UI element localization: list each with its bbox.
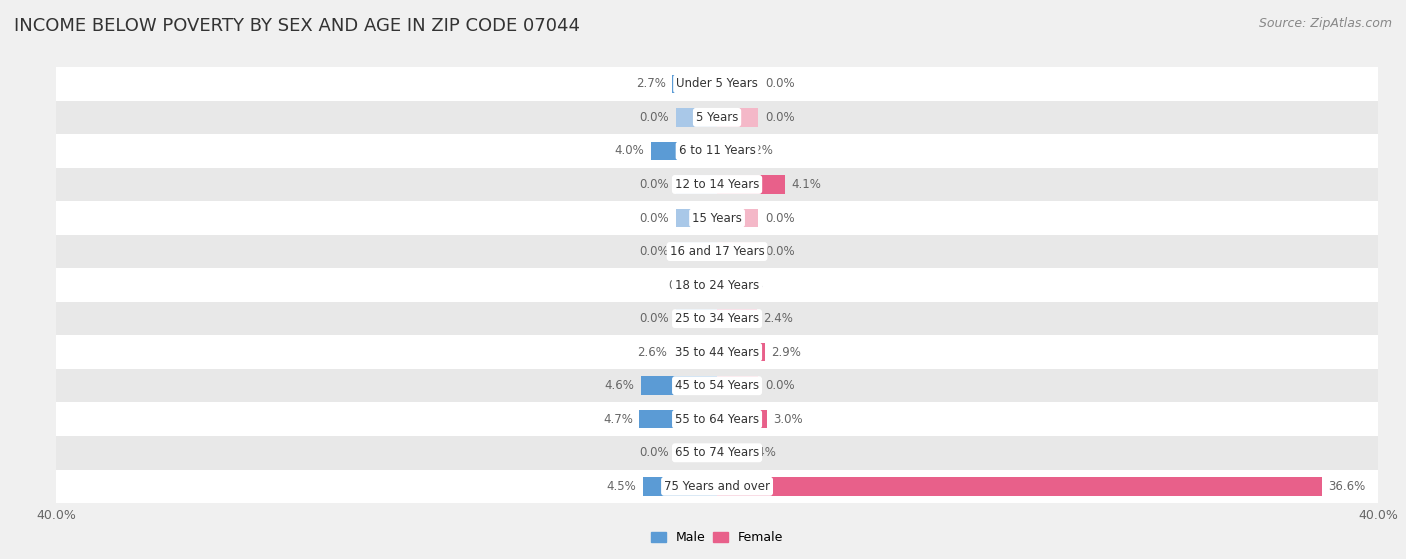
Text: 45 to 54 Years: 45 to 54 Years <box>675 379 759 392</box>
Text: 35 to 44 Years: 35 to 44 Years <box>675 345 759 359</box>
Bar <box>676 209 717 227</box>
Bar <box>711 276 717 294</box>
Bar <box>676 175 717 193</box>
Text: INCOME BELOW POVERTY BY SEX AND AGE IN ZIP CODE 07044: INCOME BELOW POVERTY BY SEX AND AGE IN Z… <box>14 17 581 35</box>
Bar <box>641 377 717 395</box>
Text: 0.33%: 0.33% <box>668 278 704 292</box>
FancyBboxPatch shape <box>56 402 1378 436</box>
FancyBboxPatch shape <box>56 101 1378 134</box>
Text: 12 to 14 Years: 12 to 14 Years <box>675 178 759 191</box>
Text: 5 Years: 5 Years <box>696 111 738 124</box>
Text: Under 5 Years: Under 5 Years <box>676 77 758 91</box>
Bar <box>717 377 758 395</box>
FancyBboxPatch shape <box>56 369 1378 402</box>
Text: 0.6%: 0.6% <box>734 278 763 292</box>
Bar <box>717 74 758 93</box>
Bar <box>717 209 758 227</box>
FancyBboxPatch shape <box>56 268 1378 302</box>
Bar <box>717 243 758 260</box>
FancyBboxPatch shape <box>56 134 1378 168</box>
Text: 25 to 34 Years: 25 to 34 Years <box>675 312 759 325</box>
Text: 75 Years and over: 75 Years and over <box>664 480 770 493</box>
Text: 16 and 17 Years: 16 and 17 Years <box>669 245 765 258</box>
Text: 2.7%: 2.7% <box>636 77 666 91</box>
Bar <box>676 108 717 126</box>
Bar <box>717 477 1322 496</box>
Text: 1.2%: 1.2% <box>744 144 773 158</box>
Bar <box>673 343 717 361</box>
FancyBboxPatch shape <box>56 470 1378 503</box>
Text: 3.0%: 3.0% <box>773 413 803 426</box>
Text: 65 to 74 Years: 65 to 74 Years <box>675 446 759 459</box>
Bar <box>717 343 765 361</box>
Bar <box>717 444 740 462</box>
FancyBboxPatch shape <box>56 235 1378 268</box>
Text: 2.4%: 2.4% <box>763 312 793 325</box>
FancyBboxPatch shape <box>56 302 1378 335</box>
Bar <box>640 410 717 428</box>
Bar <box>676 444 717 462</box>
Text: 0.0%: 0.0% <box>640 178 669 191</box>
Text: 55 to 64 Years: 55 to 64 Years <box>675 413 759 426</box>
Text: 1.4%: 1.4% <box>747 446 776 459</box>
Bar <box>717 276 727 294</box>
Text: 2.6%: 2.6% <box>638 345 668 359</box>
Bar <box>717 175 785 193</box>
Text: 0.0%: 0.0% <box>765 211 794 225</box>
FancyBboxPatch shape <box>56 67 1378 101</box>
FancyBboxPatch shape <box>56 168 1378 201</box>
Bar <box>643 477 717 496</box>
Text: 0.0%: 0.0% <box>640 312 669 325</box>
Text: 0.0%: 0.0% <box>640 211 669 225</box>
Bar <box>676 310 717 328</box>
Bar <box>672 74 717 93</box>
Text: 2.9%: 2.9% <box>772 345 801 359</box>
Text: 4.7%: 4.7% <box>603 413 633 426</box>
Bar <box>717 108 758 126</box>
Text: 0.0%: 0.0% <box>640 111 669 124</box>
Text: 0.0%: 0.0% <box>765 245 794 258</box>
Text: 15 Years: 15 Years <box>692 211 742 225</box>
Text: 0.0%: 0.0% <box>765 379 794 392</box>
FancyBboxPatch shape <box>56 436 1378 470</box>
Text: Source: ZipAtlas.com: Source: ZipAtlas.com <box>1258 17 1392 30</box>
FancyBboxPatch shape <box>56 335 1378 369</box>
Text: 6 to 11 Years: 6 to 11 Years <box>679 144 755 158</box>
Text: 4.1%: 4.1% <box>792 178 821 191</box>
Text: 0.0%: 0.0% <box>640 446 669 459</box>
Text: 0.0%: 0.0% <box>765 111 794 124</box>
Bar <box>717 410 766 428</box>
Text: 4.6%: 4.6% <box>605 379 634 392</box>
Text: 0.0%: 0.0% <box>765 77 794 91</box>
Text: 0.0%: 0.0% <box>640 245 669 258</box>
Text: 18 to 24 Years: 18 to 24 Years <box>675 278 759 292</box>
Text: 4.5%: 4.5% <box>606 480 636 493</box>
FancyBboxPatch shape <box>56 201 1378 235</box>
Bar <box>651 142 717 160</box>
Bar <box>676 243 717 260</box>
Text: 36.6%: 36.6% <box>1329 480 1365 493</box>
Bar <box>717 310 756 328</box>
Legend: Male, Female: Male, Female <box>645 526 789 549</box>
Bar <box>717 142 737 160</box>
Text: 4.0%: 4.0% <box>614 144 644 158</box>
